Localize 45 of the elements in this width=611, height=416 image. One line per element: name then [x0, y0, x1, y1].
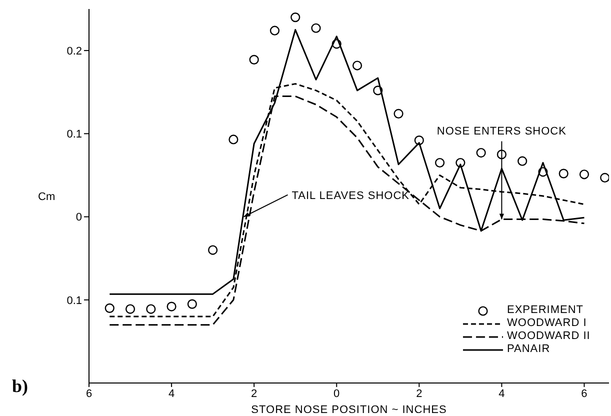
text: b) [12, 376, 28, 397]
point [125, 304, 136, 314]
point [373, 86, 383, 96]
y-tick-label: 0 [76, 212, 82, 224]
point [104, 303, 114, 313]
point [311, 23, 321, 33]
legend-label: WOODWARD II [507, 330, 590, 343]
x-tick-label: 6 [86, 388, 92, 400]
point [352, 60, 362, 70]
point [290, 12, 300, 22]
legend-label: PANAIR [507, 343, 550, 356]
point [496, 150, 506, 160]
legend-label: WOODWARD I [507, 317, 587, 330]
point [394, 108, 404, 119]
point [228, 134, 238, 144]
point [270, 26, 280, 36]
point [332, 39, 342, 49]
point [414, 136, 424, 146]
point [579, 170, 590, 180]
x-tick-label: 4 [168, 388, 175, 400]
point [538, 167, 548, 177]
point [166, 302, 176, 312]
x-tick-label: 2 [416, 388, 422, 400]
point [187, 299, 197, 309]
x-tick-label: 0 [334, 388, 340, 400]
x-tick-label: 2 [251, 388, 258, 400]
point [476, 148, 486, 158]
point [434, 158, 445, 168]
y-tick-label: 0.1 [66, 294, 82, 307]
point [558, 168, 568, 178]
legend-label: EXPERIMENT [507, 304, 584, 317]
point [249, 54, 259, 64]
point [456, 158, 466, 168]
y-tick-label: 0.2 [66, 45, 82, 58]
y-axis-title: Cm [38, 190, 56, 203]
point [146, 304, 156, 314]
point [600, 172, 609, 183]
annotation: TAIL LEAVES SHOCK [292, 190, 410, 202]
x-tick-label: 6 [581, 388, 588, 400]
x-tick-label: 4 [498, 388, 505, 400]
annotation: NOSE ENTERS SHOCK [436, 125, 567, 138]
y-tick-label: 0.1 [66, 128, 82, 141]
point [518, 156, 528, 166]
x-axis-title: STORE NOSE POSITION ~ INCHES [251, 404, 447, 416]
point [208, 245, 218, 255]
